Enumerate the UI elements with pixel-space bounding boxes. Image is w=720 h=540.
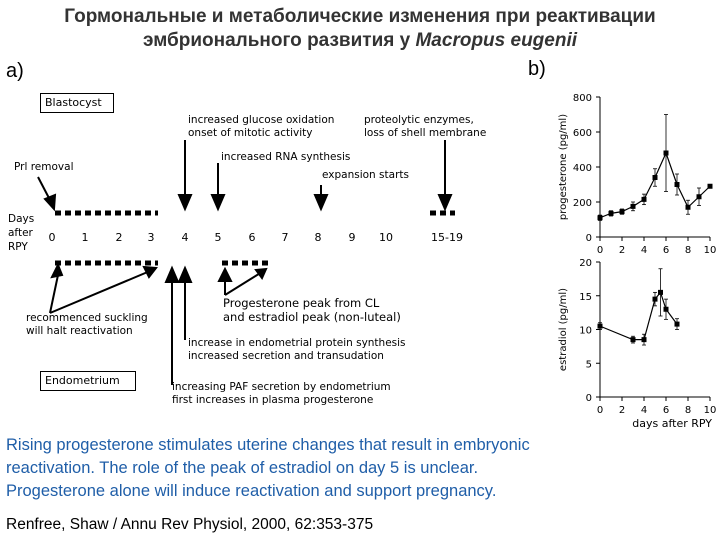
day-label: 15-19 xyxy=(431,231,463,244)
species-name: Macropus eugenii xyxy=(415,30,578,51)
panel-b-label: b) xyxy=(528,58,546,80)
data-point xyxy=(696,194,702,200)
day-label: 1 xyxy=(82,231,89,244)
day-label: 8 xyxy=(315,231,322,244)
y-axis-label: progesterone (pg/ml) xyxy=(558,114,569,220)
y-tick-label: 0 xyxy=(586,233,592,244)
estradiol-chart: 0 5 10 15 20 0 2 4 6 8 10 estradiol (pg/ml) days aft… xyxy=(558,258,716,430)
blastocyst-box: Blastocyst xyxy=(40,93,114,113)
data-point xyxy=(597,323,603,329)
data-point xyxy=(608,210,614,216)
data-point xyxy=(641,337,647,343)
x-tick-label: 8 xyxy=(685,245,691,256)
paf-secretion-annotation: increasing PAF secretion by endometrium … xyxy=(172,381,391,406)
prl-removal-label: Prl removal xyxy=(14,161,74,173)
x-tick-label: 10 xyxy=(704,405,717,416)
data-point xyxy=(630,203,636,209)
slide-title-line1: Гормональные и метаболические изменения … xyxy=(64,6,656,27)
x-tick-label: 4 xyxy=(641,245,647,256)
x-tick-label: 0 xyxy=(597,405,603,416)
day-label: 9 xyxy=(349,231,356,244)
data-point xyxy=(707,183,713,189)
x-tick-label: 10 xyxy=(704,245,717,256)
day-label: 7 xyxy=(282,231,289,244)
data-point xyxy=(619,209,625,215)
x-tick-label: 6 xyxy=(663,405,669,416)
glucose-oxidation-annotation: increased glucose oxidation onset of mit… xyxy=(188,114,335,139)
caption-line: Rising progesterone stimulates uterine c… xyxy=(6,436,530,454)
day-label: 10 xyxy=(379,231,393,244)
data-point xyxy=(658,289,663,295)
expansion-annotation: expansion starts xyxy=(322,169,409,181)
data-point xyxy=(630,337,636,343)
panel-a-label: a) xyxy=(6,60,24,82)
y-tick-label: 400 xyxy=(573,163,592,174)
title-text: эмбрионального развития у xyxy=(142,30,416,51)
day-label: 3 xyxy=(148,231,155,244)
timeline-diagram: 0 1 2 3 4 5 6 7 8 9 10 15-19 xyxy=(37,140,463,385)
caption: Rising progesterone stimulates uterine c… xyxy=(6,434,716,503)
data-point xyxy=(674,182,680,187)
data-point xyxy=(685,204,691,210)
reference: Renfree, Shaw / Annu Rev Physiol, 2000, … xyxy=(6,516,374,533)
protein-synthesis-annotation: increase in endometrial protein synthesi… xyxy=(188,337,406,362)
y-tick-label: 10 xyxy=(579,326,592,337)
days-after-rpy-label: Days after RPY xyxy=(8,213,35,253)
progesterone-peak-annotation: Progesterone peak from CL and estradiol … xyxy=(223,296,401,324)
day-label: 2 xyxy=(116,231,123,244)
x-axis-label: days after RPY xyxy=(632,417,712,430)
x-tick-label: 8 xyxy=(685,405,691,416)
y-tick-label: 5 xyxy=(586,359,592,370)
data-point xyxy=(674,321,680,327)
y-tick-label: 600 xyxy=(573,128,592,139)
data-point xyxy=(663,150,669,156)
y-tick-label: 20 xyxy=(579,258,592,269)
y-tick-label: 15 xyxy=(579,292,592,303)
data-point xyxy=(597,215,603,221)
caption-line: Progesterone alone will induce reactivat… xyxy=(6,482,497,500)
data-point xyxy=(652,296,658,302)
x-tick-label: 2 xyxy=(619,245,625,256)
y-tick-label: 200 xyxy=(573,198,592,209)
x-tick-label: 4 xyxy=(641,405,647,416)
endometrium-event-arrows xyxy=(49,262,268,385)
y-tick-label: 800 xyxy=(573,93,592,104)
day-label: 5 xyxy=(215,231,222,244)
progesterone-chart: 0 200 400 600 800 0 2 4 6 8 10 progesterone (pg/ml) xyxy=(558,93,716,256)
suckling-annotation: recommenced suckling will halt reactivat… xyxy=(26,312,148,337)
data-point xyxy=(663,306,669,312)
data-point xyxy=(641,196,647,202)
slide-title-line2: эмбрионального развития у Macropus eugen… xyxy=(0,30,720,52)
y-axis-label: estradiol (pg/ml) xyxy=(558,288,569,371)
rna-synthesis-annotation: increased RNA synthesis xyxy=(221,151,351,163)
y-tick-label: 0 xyxy=(586,393,592,404)
day-label: 0 xyxy=(49,231,56,244)
x-tick-label: 0 xyxy=(597,245,603,256)
day-axis-labels: 0 1 2 3 4 5 6 7 8 9 10 15-19 xyxy=(49,231,463,244)
blastocyst-event-arrows xyxy=(37,140,453,212)
endometrium-box: Endometrium xyxy=(40,371,136,391)
day-label: 4 xyxy=(182,231,189,244)
x-tick-label: 6 xyxy=(663,245,669,256)
proteolytic-annotation: proteolytic enzymes, loss of shell membr… xyxy=(364,114,487,139)
x-tick-label: 2 xyxy=(619,405,625,416)
day-label: 6 xyxy=(249,231,256,244)
caption-line: reactivation. The role of the peak of es… xyxy=(6,459,479,477)
data-point xyxy=(652,175,658,180)
